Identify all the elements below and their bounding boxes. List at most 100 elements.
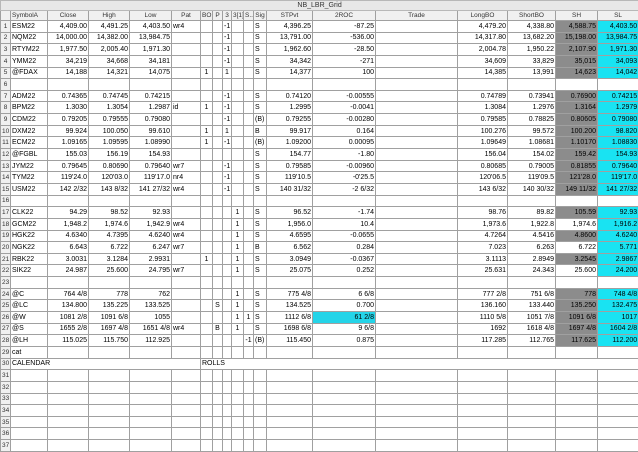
empty-cell[interactable] — [222, 415, 232, 429]
empty-cell[interactable] — [375, 404, 458, 417]
cell-roc[interactable]: -0.00280 — [312, 113, 376, 126]
cell-c31[interactable]: 1 — [231, 217, 244, 231]
empty-cell[interactable] — [596, 439, 638, 452]
table-row[interactable]: 3 RTYM22 1,977.50 2,005.40 1,971.30 -1 S 1,962.… — [0, 43, 638, 56]
table-row[interactable]: 2 NQM22 14,000.00 14,382.00 13,984.75 -1 S 13,7… — [0, 31, 638, 45]
cell-roc[interactable]: 0.164 — [312, 124, 376, 138]
cell-c31[interactable] — [231, 182, 244, 196]
cell-stpvt[interactable]: 115.450 — [266, 334, 313, 347]
table-row[interactable]: 11 ECM22 1.09165 1.09595 1.08990 1 -1 (B) 1.0920… — [0, 136, 638, 150]
cell-c3[interactable]: -1 — [222, 31, 232, 45]
cell-lbo[interactable]: 1.09649 — [457, 136, 508, 150]
cell-high[interactable]: 14,321 — [88, 66, 130, 80]
cell-p[interactable] — [212, 182, 223, 196]
empty-cell[interactable] — [222, 427, 232, 441]
column-header-p[interactable]: P — [212, 10, 223, 21]
cell-bo[interactable] — [200, 20, 213, 33]
cell-sbo[interactable]: 0.78825 — [507, 113, 556, 126]
cell-pat[interactable]: id — [171, 101, 201, 115]
cell-sbo[interactable]: 1.2976 — [507, 101, 556, 115]
cell-trade[interactable] — [375, 264, 458, 278]
cell-sig[interactable]: S — [253, 159, 267, 173]
cell-c31[interactable] — [231, 334, 244, 347]
cell-high[interactable]: 143 8/32 — [88, 182, 130, 196]
table-row[interactable]: 36 — [0, 427, 638, 441]
cell-sh[interactable]: 3.2545 — [555, 252, 598, 266]
cell-sig[interactable]: S — [253, 89, 267, 103]
cell-c31[interactable] — [231, 43, 244, 56]
table-row[interactable]: 8 BPM22 1.3030 1.3054 1.2987 id 1 -1 S 1.2995 -0.0… — [0, 101, 638, 115]
cell-s[interactable] — [243, 101, 254, 115]
table-row[interactable]: 13 JYM22 0.79645 0.80690 0.79640 wr7 -1 S 0.7958… — [0, 159, 638, 173]
cell-trade[interactable] — [375, 287, 458, 301]
empty-cell[interactable] — [596, 404, 638, 417]
cell-close[interactable]: 1081 2/8 — [47, 311, 89, 324]
empty-cell[interactable] — [266, 404, 313, 417]
empty-cell[interactable] — [266, 345, 313, 359]
cell-lbo[interactable]: 25.631 — [457, 264, 508, 278]
cell-sig[interactable]: S — [253, 311, 267, 324]
cell-sbo[interactable]: 133.440 — [507, 299, 556, 313]
empty-cell[interactable] — [507, 404, 556, 417]
empty-cell[interactable] — [222, 439, 232, 452]
empty-cell[interactable] — [457, 380, 508, 394]
empty-cell[interactable] — [171, 345, 201, 359]
cell-low[interactable]: 6.247 — [129, 241, 172, 254]
empty-cell[interactable] — [507, 380, 556, 394]
cell-stpvt[interactable]: 3.0949 — [266, 252, 313, 266]
cell-pat[interactable] — [171, 54, 201, 68]
cell-stpvt[interactable]: 134.525 — [266, 299, 313, 313]
cell-high[interactable]: 4.7395 — [88, 229, 130, 243]
empty-cell[interactable] — [555, 427, 598, 441]
cell-low[interactable]: 1651 4/8 — [129, 322, 172, 336]
cell-sig[interactable]: S — [253, 43, 267, 56]
table-row[interactable]: 27 @S 1655 2/8 1697 4/8 1651 4/8 wr4 B 1 S 1698 6… — [0, 322, 638, 336]
cell-low[interactable]: 14,075 — [129, 66, 172, 80]
cell-c3[interactable]: -1 — [222, 54, 232, 68]
empty-cell[interactable] — [457, 415, 508, 429]
cell-lbo[interactable]: 156.04 — [457, 148, 508, 161]
empty-cell[interactable] — [253, 427, 267, 441]
cell-p[interactable] — [212, 241, 223, 254]
cell-c3[interactable] — [222, 264, 232, 278]
column-header-bo[interactable]: BO — [200, 10, 213, 21]
cell-low[interactable]: 24.795 — [129, 264, 172, 278]
cell-sl[interactable]: 0.79080 — [596, 113, 638, 126]
cell-c3[interactable]: -1 — [222, 182, 232, 196]
empty-cell[interactable] — [222, 369, 232, 382]
cell-sym[interactable]: NGK22 — [10, 241, 48, 254]
cell-lbo[interactable]: 1692 — [457, 322, 508, 336]
column-header-shortbo[interactable]: ShortBO — [507, 10, 556, 21]
empty-cell[interactable] — [457, 392, 508, 406]
cell-stpvt[interactable]: 6.562 — [266, 241, 313, 254]
cell-stpvt[interactable]: 154.77 — [266, 148, 313, 161]
cell-p[interactable] — [212, 229, 223, 243]
cell-stpvt[interactable]: 1112 6/8 — [266, 311, 313, 324]
cell-high[interactable]: 98.52 — [88, 206, 130, 219]
cell-sig[interactable]: S — [253, 101, 267, 115]
cell-s[interactable] — [243, 148, 254, 161]
cell-sym[interactable]: NQM22 — [10, 31, 48, 45]
cell-p[interactable] — [212, 159, 223, 173]
cell-sym[interactable] — [10, 392, 48, 406]
cell-sig[interactable]: S — [253, 182, 267, 196]
cell-lbo[interactable]: 4,479.20 — [457, 20, 508, 33]
cell-c3[interactable]: -1 — [222, 89, 232, 103]
cell-c31[interactable]: 1 — [231, 264, 244, 278]
column-header-longbo[interactable]: LongBO — [457, 10, 508, 21]
cell-trade[interactable] — [375, 182, 458, 196]
empty-cell[interactable] — [596, 392, 638, 406]
empty-cell[interactable] — [200, 392, 213, 406]
cell-high[interactable]: 0.79555 — [88, 113, 130, 126]
empty-cell[interactable] — [457, 427, 508, 441]
empty-cell[interactable] — [47, 380, 89, 394]
cell-sym[interactable] — [10, 369, 48, 382]
cell-sym[interactable]: @C — [10, 287, 48, 301]
empty-cell[interactable] — [47, 345, 89, 359]
cell-sh[interactable]: 4,588.75 — [555, 20, 598, 33]
cell-bo[interactable] — [200, 148, 213, 161]
cell-sh[interactable]: 100.200 — [555, 124, 598, 138]
cell-bo[interactable] — [200, 334, 213, 347]
cell-sbo[interactable]: 751 6/8 — [507, 287, 556, 301]
cell-c31[interactable] — [231, 101, 244, 115]
